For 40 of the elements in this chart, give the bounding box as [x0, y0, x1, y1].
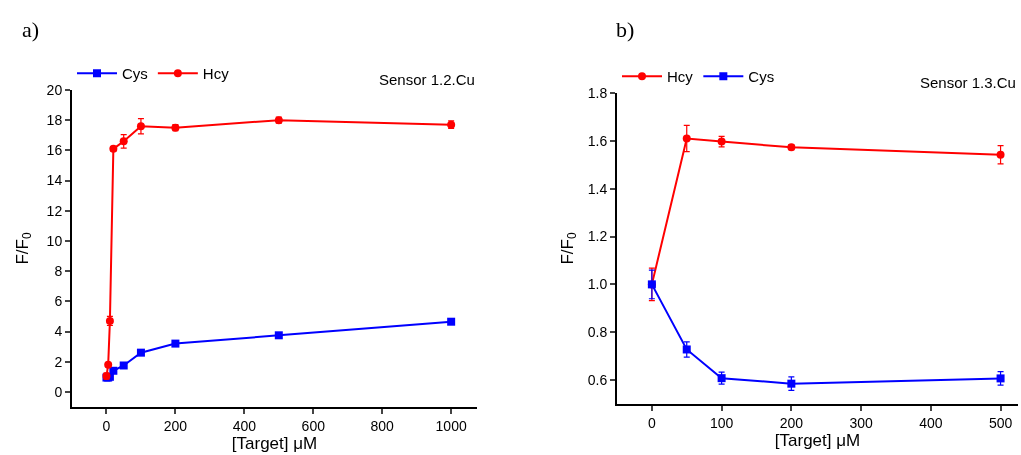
x-tick-label: 400 — [919, 414, 943, 431]
text: b) — [616, 17, 635, 42]
text: a) — [22, 17, 40, 42]
legend-label: Hcy — [667, 68, 694, 86]
y-tick-label: 10 — [46, 232, 63, 249]
text: Sensor 1.3.Cu — [920, 74, 1016, 91]
y-tick-label: 18 — [46, 112, 63, 129]
x-axis-title: [Target] μM — [774, 430, 861, 450]
y-tick-label: 0.6 — [587, 371, 608, 388]
y-tick-label: 16 — [46, 142, 63, 159]
y-tick-label: 1.6 — [587, 132, 608, 149]
text: Sensor 1.2.Cu — [379, 71, 475, 88]
y-tick-label: 0.8 — [587, 324, 608, 341]
x-tick-label: 0 — [102, 417, 111, 434]
y-tick-label: 0 — [54, 383, 63, 400]
legend-label: Hcy — [202, 65, 230, 83]
x-tick-label: 1000 — [435, 417, 467, 434]
x-tick-label: 800 — [370, 417, 395, 434]
x-tick-label: 200 — [779, 414, 804, 431]
y-tick-label: 8 — [54, 263, 63, 280]
y-tick-label: 14 — [46, 172, 63, 189]
legend-label: Cys — [748, 68, 775, 86]
x-tick-label: 100 — [709, 414, 734, 431]
y-tick-label: 4 — [54, 323, 63, 340]
y-tick-label: 1.8 — [587, 84, 608, 101]
y-tick-label: 12 — [46, 202, 63, 219]
x-tick-label: 0 — [647, 414, 656, 431]
y-tick-label: 1.0 — [587, 276, 608, 293]
y-tick-label: 1.4 — [587, 180, 608, 197]
x-axis-title: [Target] μM — [231, 433, 318, 453]
y-tick-label: 6 — [54, 293, 63, 310]
y-tick-label: 1.2 — [587, 228, 608, 245]
legend-label: Cys — [122, 65, 148, 83]
x-tick-label: 400 — [232, 417, 257, 434]
y-tick-label: 2 — [54, 353, 63, 370]
x-tick-label: 600 — [301, 417, 326, 434]
y-tick-label: 20 — [46, 81, 63, 98]
x-tick-label: 500 — [988, 414, 1013, 431]
x-tick-label: 200 — [163, 417, 188, 434]
x-tick-label: 300 — [849, 414, 873, 431]
